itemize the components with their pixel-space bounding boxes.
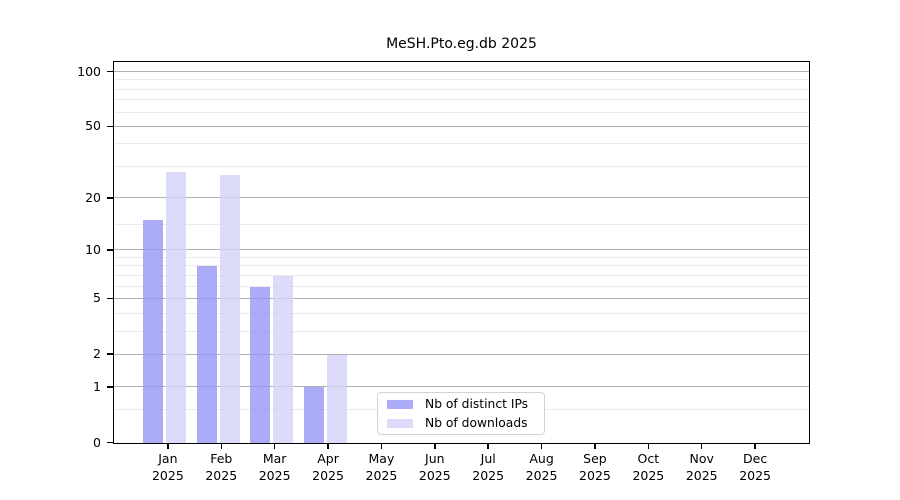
bar-downloads-feb (219, 175, 240, 443)
minor-gridline (114, 143, 809, 145)
minor-gridline (114, 274, 809, 276)
y-tick-label: 50 (85, 118, 101, 134)
x-tick-mark (434, 444, 436, 449)
minor-gridline (114, 256, 809, 258)
major-gridline (114, 125, 809, 127)
x-tick-label-jul: Jul 2025 (472, 451, 505, 483)
minor-gridline (114, 224, 809, 226)
y-tick-label: 1 (93, 378, 101, 394)
x-tick-label-dec: Dec 2025 (739, 451, 772, 483)
x-tick-mark (273, 444, 276, 449)
x-tick-label-oct: Oct 2025 (632, 451, 665, 483)
minor-gridline (114, 88, 809, 90)
chart-title: MeSH.Pto.eg.db 2025 (386, 36, 537, 52)
y-tick-label: 2 (93, 346, 101, 362)
bar-distinct-ips-feb (196, 266, 217, 443)
x-tick-mark (380, 444, 383, 449)
y-tick-mark (107, 125, 113, 128)
x-tick-label-nov: Nov 2025 (685, 451, 718, 483)
bar-distinct-ips-apr (303, 387, 324, 443)
minor-gridline (114, 285, 809, 287)
x-tick-mark (594, 444, 596, 449)
x-tick-label-apr: Apr 2025 (312, 451, 344, 483)
y-tick-label: 10 (85, 241, 101, 257)
legend-swatch-distinct-ips (387, 399, 413, 409)
y-tick-label: 5 (93, 290, 101, 306)
minor-gridline (114, 165, 809, 167)
bar-downloads-apr (326, 354, 347, 443)
legend-row-downloads: Nb of downloads (387, 415, 535, 431)
x-tick-label-sep: Sep 2025 (579, 451, 611, 483)
legend-label-distinct-ips: Nb of distinct IPs (425, 397, 529, 411)
x-tick-mark (327, 444, 329, 449)
plot-area: Nb of distinct IPs Nb of downloads (113, 61, 810, 444)
y-tick-mark (107, 297, 113, 300)
x-tick-label-aug: Aug 2025 (525, 451, 558, 483)
x-tick-label-may: May 2025 (365, 451, 398, 483)
y-tick-mark (107, 197, 113, 199)
major-gridline (114, 71, 809, 73)
y-tick-mark (107, 353, 113, 355)
bar-distinct-ips-mar (250, 286, 271, 443)
y-tick-mark (107, 441, 113, 444)
bar-distinct-ips-jan (143, 220, 164, 443)
x-tick-label-mar: Mar 2025 (258, 451, 291, 483)
x-tick-mark (220, 444, 223, 449)
legend-row-distinct-ips: Nb of distinct IPs (387, 396, 535, 412)
x-tick-mark (754, 444, 756, 449)
legend-swatch-downloads (387, 418, 413, 428)
minor-gridline (114, 111, 809, 113)
minor-gridline (114, 330, 809, 332)
y-tick-label: 100 (77, 63, 101, 79)
x-tick-mark (700, 444, 703, 449)
major-gridline (114, 249, 809, 251)
major-gridline (114, 197, 809, 199)
major-gridline (114, 297, 809, 299)
y-tick-mark (107, 249, 113, 251)
x-tick-mark (167, 444, 169, 449)
minor-gridline (114, 265, 809, 267)
minor-gridline (114, 79, 809, 81)
x-tick-mark (487, 444, 489, 449)
minor-gridline (114, 99, 809, 101)
x-tick-label-jan: Jan 2025 (151, 451, 184, 483)
y-tick-label: 0 (93, 434, 101, 450)
x-tick-label-jun: Jun 2025 (418, 451, 451, 483)
y-tick-mark (107, 386, 113, 388)
major-gridline (114, 386, 809, 388)
legend: Nb of distinct IPs Nb of downloads (377, 392, 545, 435)
legend-label-downloads: Nb of downloads (425, 416, 528, 430)
x-tick-mark (647, 444, 650, 449)
y-tick-mark (107, 70, 113, 73)
bar-downloads-jan (166, 172, 187, 443)
x-tick-mark (540, 444, 543, 449)
major-gridline (114, 353, 809, 355)
minor-gridline (114, 312, 809, 314)
x-tick-label-feb: Feb 2025 (205, 451, 238, 483)
y-tick-label: 20 (85, 189, 101, 205)
bar-downloads-mar (273, 275, 294, 443)
